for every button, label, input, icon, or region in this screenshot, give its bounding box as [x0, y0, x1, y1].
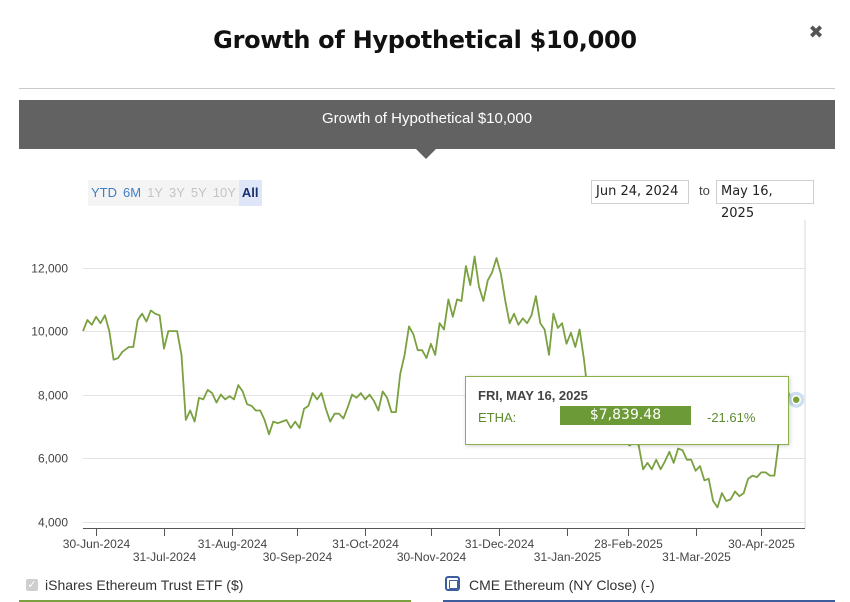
tooltip-value: $7,839.48	[560, 406, 691, 425]
tooltip-change: -21.61%	[707, 410, 756, 425]
x-tick-label: 30-Nov-2024	[397, 550, 467, 564]
legend-label: CME Ethereum (NY Close) (-)	[469, 577, 655, 593]
y-tick-label: 10,000	[31, 325, 68, 339]
y-tick-label: 6,000	[38, 452, 68, 466]
chart-banner: Growth of Hypothetical $10,000	[19, 100, 835, 149]
range-button-5y: 5Y	[190, 185, 207, 200]
x-tick-label: 30-Sep-2024	[263, 550, 333, 564]
x-tick-label: 31-Mar-2025	[662, 550, 731, 564]
legend-item-cme[interactable]: CME Ethereum (NY Close) (-)	[443, 576, 835, 602]
range-selector: YTD 6M 1Y 3Y 5Y 10Y All	[88, 180, 262, 206]
x-tick-label: 28-Feb-2025	[594, 537, 663, 551]
x-tick-label: 31-Aug-2024	[198, 537, 268, 551]
range-button-3y: 3Y	[168, 185, 185, 200]
x-tick-label: 31-Jul-2024	[133, 550, 197, 564]
range-button-6m[interactable]: 6M	[123, 185, 142, 200]
legend-label: iShares Ethereum Trust ETF ($)	[45, 577, 244, 593]
range-button-ytd[interactable]: YTD	[91, 185, 117, 200]
range-button-1y: 1Y	[147, 185, 163, 200]
tooltip-date: FRI, MAY 16, 2025	[478, 388, 588, 403]
hover-marker-point	[791, 394, 801, 405]
modal-title: Growth of Hypothetical $10,000	[213, 26, 637, 54]
to-date-input[interactable]: May 16, 2025	[716, 180, 814, 221]
checkbox-unchecked-icon[interactable]	[445, 576, 460, 591]
legend-item-etha[interactable]: ✓ iShares Ethereum Trust ETF ($)	[19, 576, 411, 602]
checkbox-checked-icon[interactable]: ✓	[26, 578, 38, 591]
range-button-all[interactable]: All	[238, 180, 262, 206]
x-tick-label: 31-Oct-2024	[332, 537, 399, 551]
x-tick-label: 31-Jan-2025	[534, 550, 602, 564]
banner-title: Growth of Hypothetical $10,000	[321, 110, 533, 127]
x-tick-label: 30-Jun-2024	[63, 537, 131, 551]
y-tick-label: 4,000	[38, 516, 68, 530]
banner-arrow-icon	[416, 149, 436, 159]
series-line-etha	[82, 255, 797, 509]
from-date-input[interactable]: Jun 24, 2024	[591, 180, 689, 204]
chart-tooltip: FRI, MAY 16, 2025 ETHA: $7,839.48 -21.61…	[465, 376, 789, 445]
close-icon[interactable]: ✖	[808, 22, 824, 43]
title-divider	[19, 88, 835, 89]
x-tick-label: 31-Dec-2024	[465, 537, 535, 551]
y-tick-label: 12,000	[31, 262, 68, 276]
range-button-10y: 10Y	[212, 185, 236, 200]
to-label: to	[699, 183, 710, 198]
tooltip-series: ETHA:	[478, 410, 517, 425]
y-tick-label: 8,000	[38, 389, 68, 403]
x-tick-label: 30-Apr-2025	[728, 537, 795, 551]
